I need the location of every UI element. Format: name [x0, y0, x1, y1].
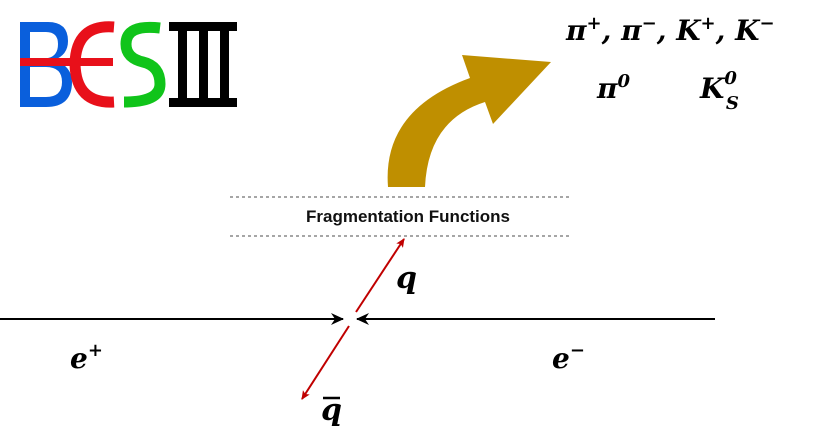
- antiquark-label: q: [321, 393, 342, 428]
- final-state-pi0: π0: [596, 71, 631, 105]
- final-state-ks0: K0 S: [699, 68, 739, 114]
- besiii-logo: [20, 21, 237, 108]
- fragmentation-arrow: [387, 55, 551, 187]
- logo-letter-s: [120, 21, 166, 108]
- final-state-particles: π+, π−, K+, K− π0 K0 S: [565, 13, 775, 114]
- quark-label: q: [396, 261, 417, 296]
- fragmentation-functions-label: Fragmentation Functions: [306, 207, 510, 226]
- electron-label: e−: [552, 340, 585, 375]
- logo-roman-three: [169, 22, 237, 107]
- logo-crossbar: [20, 58, 113, 66]
- positron-label: e+: [70, 340, 103, 375]
- antiquark-arrow: [301, 325, 350, 400]
- final-states-charged: π+, π−, K+, K−: [565, 13, 775, 47]
- quark-arrow: [355, 238, 405, 313]
